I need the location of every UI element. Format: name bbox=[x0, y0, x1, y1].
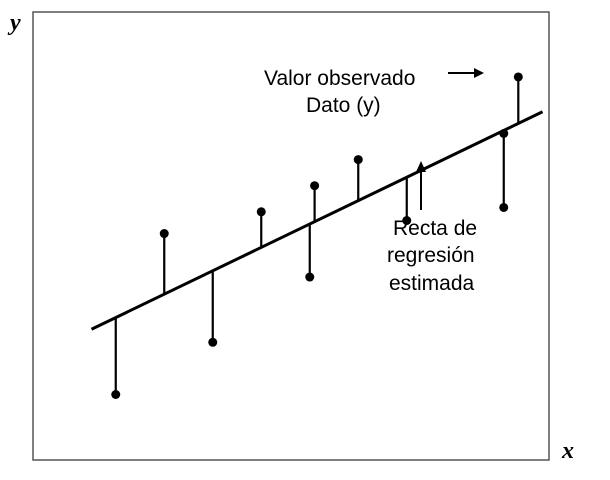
regression-arrow bbox=[416, 161, 426, 210]
regression-label-line3: estimada bbox=[389, 272, 475, 295]
observed-value-label-line1: Valor observado bbox=[264, 67, 415, 90]
observed-value-arrow bbox=[448, 68, 484, 78]
plot-marks bbox=[90, 72, 544, 399]
data-point-10 bbox=[499, 129, 509, 138]
plot-frame bbox=[32, 11, 550, 461]
data-point-11 bbox=[513, 72, 523, 82]
x-axis-label: x bbox=[561, 438, 574, 464]
data-point-7 bbox=[353, 155, 363, 165]
y-axis-label: y bbox=[7, 10, 21, 36]
regression-label-line2: regresión bbox=[387, 244, 475, 267]
regression-line bbox=[90, 110, 544, 331]
data-point-6 bbox=[310, 181, 320, 191]
data-point-9 bbox=[499, 202, 509, 212]
data-point-4 bbox=[256, 207, 266, 217]
observed-value-label-line2: Dato (y) bbox=[306, 94, 381, 117]
regression-label-line1: Recta de bbox=[393, 217, 477, 240]
data-point-5 bbox=[305, 272, 315, 282]
data-point-1 bbox=[111, 390, 121, 399]
data-point-2 bbox=[159, 229, 169, 239]
data-point-3 bbox=[208, 337, 218, 347]
data-point-8 bbox=[402, 216, 412, 225]
